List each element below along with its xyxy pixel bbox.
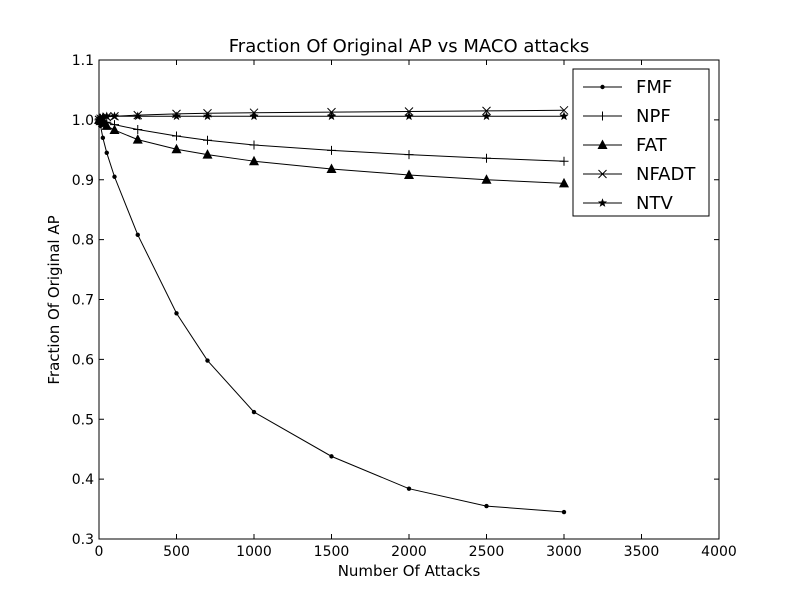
- data-point-fat: [109, 124, 120, 135]
- data-point-fat: [249, 155, 259, 166]
- legend-label-fat: FAT: [636, 135, 668, 156]
- data-point-fmf: [135, 232, 140, 238]
- data-point-fmf: [112, 174, 117, 179]
- data-point-fmf: [205, 358, 210, 363]
- data-point-npf: [482, 153, 491, 163]
- y-tick-label: 1.1: [72, 53, 94, 69]
- series-fat: [94, 114, 569, 188]
- data-point-npf: [172, 131, 181, 141]
- x-tick-label: 3500: [624, 544, 660, 560]
- legend-marker-npf: [598, 111, 607, 121]
- y-tick-label: 1.0: [72, 113, 94, 129]
- data-point-fmf: [329, 454, 334, 459]
- x-axis-label: Number Of Attacks: [338, 562, 481, 580]
- y-tick-label: 0.7: [72, 293, 94, 309]
- series-npf: [94, 115, 569, 166]
- data-point-ntv: [404, 111, 414, 121]
- data-point-fmf: [484, 503, 489, 509]
- legend-item-fat: FAT: [583, 135, 668, 156]
- data-point-fat: [101, 120, 112, 130]
- legend-marker-nfadt: [598, 169, 607, 179]
- legend-marker-fmf: [600, 84, 605, 90]
- data-point-ntv: [109, 111, 120, 121]
- data-point-fat: [202, 149, 213, 159]
- data-point-fmf: [104, 150, 109, 156]
- data-point-ntv: [102, 111, 112, 121]
- legend-label-fmf: FMF: [636, 77, 672, 98]
- data-point-npf: [203, 135, 212, 145]
- legend-label-ntv: NTV: [636, 193, 673, 214]
- series-fmf: [96, 117, 567, 515]
- y-tick-label: 0.9: [72, 173, 94, 189]
- legend-box: [572, 68, 710, 217]
- data-point-ntv: [171, 111, 182, 121]
- data-point-ntv: [133, 111, 143, 121]
- y-tick-label: 0.6: [72, 352, 94, 368]
- data-point-ntv: [559, 111, 569, 121]
- y-tick-label: 0.4: [72, 472, 94, 488]
- data-point-ntv: [95, 113, 106, 122]
- data-point-fat: [171, 143, 182, 154]
- legend: FMF NPF FAT NFADT NTV: [572, 68, 710, 217]
- y-axis-label: Fraction Of Original AP: [45, 215, 63, 384]
- legend-marker-fat: [597, 139, 608, 149]
- data-point-fmf: [100, 135, 106, 141]
- x-tick-label: 4000: [701, 544, 737, 560]
- data-point-ntv: [98, 112, 108, 121]
- legend-item-npf: NPF: [583, 106, 671, 127]
- ticks-layer: 0 500 1000 1500 2000 2500 3000 3500 4000 0.3 0.4 0.…: [72, 53, 737, 560]
- data-point-npf: [133, 124, 143, 134]
- legend-marker-ntv: [597, 198, 608, 207]
- x-tick-label: 2000: [391, 544, 427, 560]
- series-line-fmf: [98, 119, 565, 513]
- data-point-fat: [404, 169, 414, 179]
- data-point-ntv: [481, 111, 492, 121]
- series-line-npf: [98, 119, 565, 162]
- data-point-fat: [326, 163, 337, 173]
- x-tick-label: 3000: [546, 544, 582, 560]
- data-point-npf: [327, 145, 336, 155]
- y-tick-label: 0.5: [72, 412, 94, 428]
- data-point-npf: [404, 150, 414, 160]
- x-tick-label: 0: [95, 544, 104, 560]
- legend-label-npf: NPF: [636, 106, 671, 127]
- data-point-nfadt: [559, 105, 569, 115]
- data-point-fmf: [561, 509, 567, 515]
- x-tick-label: 500: [163, 544, 190, 560]
- x-tick-label: 1000: [236, 544, 272, 560]
- data-point-fmf: [174, 311, 179, 316]
- data-point-npf: [249, 140, 259, 150]
- legend-item-ntv: NTV: [583, 193, 673, 214]
- y-tick-label: 0.3: [72, 532, 94, 548]
- data-point-npf: [559, 156, 569, 166]
- data-point-ntv: [249, 111, 259, 121]
- series-layer: [94, 105, 569, 515]
- legend-item-nfadt: NFADT: [583, 164, 696, 185]
- data-point-ntv: [202, 111, 213, 121]
- legend-label-nfadt: NFADT: [636, 164, 696, 185]
- legend-item-fmf: FMF: [583, 77, 672, 98]
- x-tick-label: 1500: [314, 544, 350, 560]
- chart-title: Fraction Of Original AP vs MACO attacks: [229, 36, 589, 57]
- data-point-ntv: [326, 111, 337, 121]
- data-point-fmf: [251, 409, 257, 415]
- data-point-fmf: [406, 486, 412, 491]
- data-point-fat: [132, 134, 143, 144]
- data-point-fat: [481, 174, 492, 184]
- series-ntv: [94, 111, 569, 124]
- y-tick-label: 0.8: [72, 233, 94, 249]
- data-point-fat: [559, 177, 569, 188]
- data-point-nfadt: [482, 106, 491, 116]
- x-tick-label: 2500: [469, 544, 505, 560]
